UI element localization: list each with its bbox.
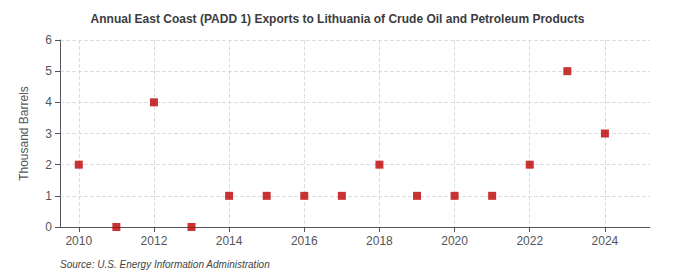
svg-text:0: 0 [45, 220, 52, 234]
svg-text:2018: 2018 [366, 234, 393, 248]
svg-text:2: 2 [45, 158, 52, 172]
svg-text:2014: 2014 [216, 234, 243, 248]
svg-text:2024: 2024 [592, 234, 619, 248]
svg-text:2010: 2010 [65, 234, 92, 248]
svg-text:1: 1 [45, 189, 52, 203]
svg-text:Source: U.S. Energy Informatio: Source: U.S. Energy Information Administ… [60, 259, 270, 270]
svg-text:Annual East Coast (PADD 1) Exp: Annual East Coast (PADD 1) Exports to Li… [91, 12, 585, 26]
svg-text:2012: 2012 [141, 234, 168, 248]
svg-text:2016: 2016 [291, 234, 318, 248]
svg-text:2022: 2022 [516, 234, 543, 248]
svg-text:2020: 2020 [441, 234, 468, 248]
svg-text:3: 3 [45, 127, 52, 141]
svg-text:6: 6 [45, 33, 52, 47]
svg-text:Thousand Barrels: Thousand Barrels [17, 86, 31, 181]
svg-text:4: 4 [45, 95, 52, 109]
svg-text:5: 5 [45, 64, 52, 78]
